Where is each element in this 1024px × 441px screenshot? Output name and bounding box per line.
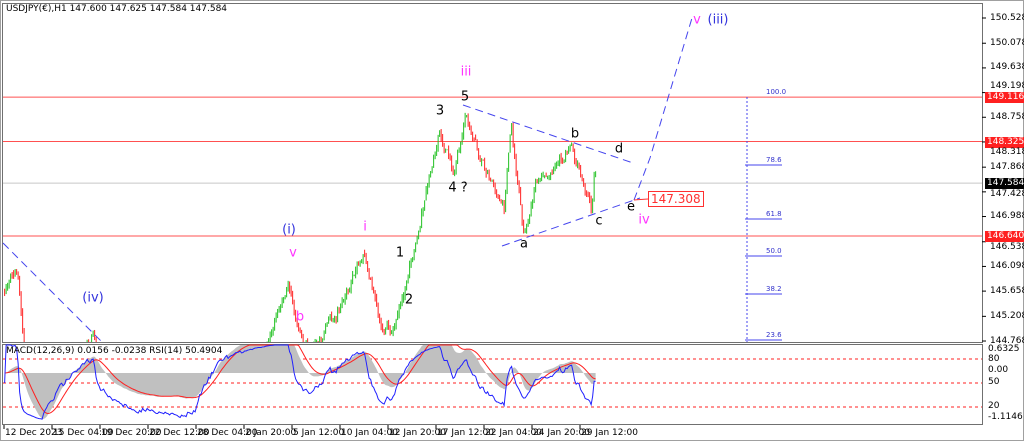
indicator-axis-label: -1.1146 xyxy=(988,412,1023,422)
target-price-label: 147.308 xyxy=(648,191,704,207)
level-price-tag: 146.640 xyxy=(985,231,1024,243)
x-tick-label: 2 Jan 20:00 xyxy=(245,428,297,438)
y-tick-label: 145.658 xyxy=(990,285,1024,296)
y-tick-label: 147.428 xyxy=(990,188,1024,199)
wave-label-w3: 3 xyxy=(435,103,445,119)
y-tick-label: 145.208 xyxy=(990,310,1024,321)
y-tick-label: 150.528 xyxy=(990,12,1024,23)
main-pane-border xyxy=(2,3,983,343)
y-tick-label: 147.868 xyxy=(990,161,1024,172)
indicator-title: MACD(12,26,9) 0.0156 -0.0238 RSI(14) 50.… xyxy=(6,346,223,356)
wave-label-b: b xyxy=(570,126,580,142)
wave-label-a: a xyxy=(520,236,528,252)
indicator-axis-label: 20 xyxy=(988,401,1000,411)
indicator-axis-label: 80 xyxy=(988,354,1000,364)
x-tick-label: 22 Jan 04:00 xyxy=(485,428,542,438)
x-tick-label: 19 Dec 20:00 xyxy=(101,428,162,438)
x-tick-label: 17 Jan 12:00 xyxy=(437,428,494,438)
x-tick-label: 29 Jan 12:00 xyxy=(581,428,638,438)
fib-level-label: 38.2 xyxy=(766,285,782,293)
target-connector xyxy=(633,198,649,201)
y-tick-label: 146.988 xyxy=(990,211,1024,222)
indicator-pane-border xyxy=(2,344,983,425)
fib-level-label: 78.6 xyxy=(766,156,782,164)
x-tick-label: 28 Dec 04:00 xyxy=(197,428,258,438)
wave-label-e: e xyxy=(627,199,635,215)
y-tick-label: 149.198 xyxy=(990,80,1024,91)
x-tick-label: 24 Jan 20:00 xyxy=(533,428,590,438)
macd-signal-line xyxy=(4,344,596,414)
level-price-tag: 148.325 xyxy=(985,136,1024,148)
level-price-tag: 149.116 xyxy=(985,92,1024,104)
x-tick-label: 5 Jan 12:00 xyxy=(293,428,345,438)
y-tick-label: 146.098 xyxy=(990,260,1024,271)
fib-level-label: 23.6 xyxy=(766,331,782,339)
trendline-iv xyxy=(2,242,103,343)
wave-label-w5: 5 xyxy=(460,89,470,105)
indicator-axis-label: 50 xyxy=(988,377,1000,387)
triangle-lower-trendline xyxy=(501,197,641,247)
wave-label-iv-blue: (iv) xyxy=(82,290,104,306)
fib-level-label: 100.0 xyxy=(766,88,787,96)
x-tick-label: 15 Dec 04:00 xyxy=(53,428,114,438)
wave-label-i: i xyxy=(363,219,367,235)
x-tick-label: 10 Jan 04:00 xyxy=(341,428,398,438)
x-tick-label: 12 Dec 2023 xyxy=(5,428,63,438)
indicator-axis-label: 0.6325 xyxy=(988,344,1020,354)
price-pane[interactable] xyxy=(2,17,982,343)
y-tick-label: 146.538 xyxy=(990,241,1024,252)
x-tick-label: 22 Dec 12:00 xyxy=(149,428,210,438)
current-price-tag: 147.584 xyxy=(985,178,1024,190)
rsi-line xyxy=(4,344,596,420)
y-tick-label: 149.638 xyxy=(990,62,1024,73)
y-tick-label: 144.768 xyxy=(990,335,1024,346)
wave-label-d: d xyxy=(614,141,624,157)
indicator-axis-label: 0.00 xyxy=(988,365,1009,375)
wave-label-w2: 2 xyxy=(404,292,414,308)
wave-label-w1: 1 xyxy=(395,245,405,261)
fib-level-label: 61.8 xyxy=(766,210,782,218)
wave-label-i-blue: (i) xyxy=(282,222,296,238)
wave-label-c: c xyxy=(595,213,603,229)
projection-path xyxy=(633,17,693,201)
wave-label-iii: iii xyxy=(460,64,472,80)
y-tick-label: 148.758 xyxy=(990,111,1024,122)
wave-label-w4: 4 ? xyxy=(448,180,468,196)
wave-label-iii-blue: (iii) xyxy=(707,12,729,28)
wave-label-v-top: v xyxy=(693,12,701,28)
x-tick-label: 12 Jan 20:00 xyxy=(389,428,446,438)
fib-level-label: 50.0 xyxy=(766,247,782,255)
triangle-upper-trendline xyxy=(462,104,634,164)
y-tick-label: 150.078 xyxy=(990,37,1024,48)
wave-label-b-low: b xyxy=(295,309,305,325)
wave-label-v-low: v xyxy=(289,245,297,261)
indicator-pane[interactable] xyxy=(3,344,982,420)
y-tick-label: 148.318 xyxy=(990,147,1024,158)
symbol-title: USDJPY(€),H1 147.600 147.625 147.584 147… xyxy=(6,4,228,14)
wave-label-iv: iv xyxy=(638,212,650,228)
